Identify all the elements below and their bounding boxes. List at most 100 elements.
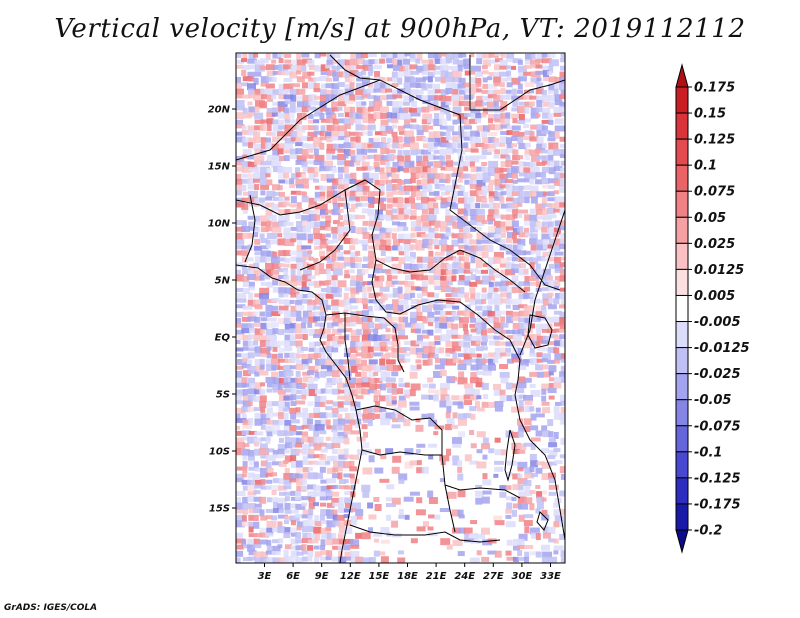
field-cell [283,250,292,257]
field-cell [380,353,390,360]
field-cell [524,118,531,123]
lon-tick-label: 12E [340,571,361,582]
field-cell [506,172,513,178]
field-cell [530,340,540,346]
field-cell [511,232,517,240]
field-cell [541,556,549,563]
field-cell [331,311,340,319]
field-cell [481,443,491,450]
field-cell [512,149,519,156]
field-cell [278,58,284,64]
field-cell [302,460,313,465]
field-cell [313,353,322,359]
field-cell [271,131,277,136]
field-cell [392,245,400,251]
field-cell [337,382,345,389]
field-cell [368,299,378,304]
field-cell [428,347,435,355]
field-cell [386,112,392,119]
field-cell [488,209,499,217]
field-cell [481,89,490,94]
field-cell [529,293,537,298]
field-cell [260,454,269,459]
field-cell [241,203,249,211]
field-cell [361,377,371,385]
field-cell [308,377,315,384]
field-cell [500,148,508,155]
field-cell [541,155,550,163]
field-cell [344,59,350,66]
field-cell [302,407,309,415]
field-cell [307,491,317,498]
field-cell [470,340,480,346]
field-cell [487,298,498,305]
field-cell [313,130,322,135]
field-cell [350,335,360,342]
field-cell [259,197,266,203]
field-cell [470,65,481,72]
field-cell [331,209,341,216]
field-cell [301,256,310,261]
field-cell [247,125,255,133]
field-cell [512,383,518,390]
field-cell [404,340,414,345]
field-cell [241,328,251,334]
field-cell [373,346,383,351]
field-cell [337,112,344,117]
field-cell [260,268,270,276]
field-cell [313,539,319,544]
field-cell [350,172,357,180]
field-cell [355,509,364,517]
border-line [375,249,526,293]
field-cell [512,130,520,137]
field-cell [277,514,288,519]
field-cell [344,316,351,323]
field-cell [518,232,529,238]
field-cell [260,82,267,87]
field-cell [469,353,480,358]
field-cell [553,316,561,324]
field-cell [307,131,318,138]
field-cell [398,299,409,305]
field-cell [427,142,438,150]
field-cell [283,485,292,490]
field-cell [277,317,288,324]
field-cell [253,533,263,538]
field-cell [535,148,543,154]
field-cell [289,334,296,342]
field-cell [259,448,270,456]
field-cell [319,280,330,286]
field-cell [427,329,434,336]
field-cell [463,269,473,274]
field-cell [500,203,509,209]
field-cell [295,557,303,563]
field-cell [290,287,300,295]
field-cell [541,509,548,516]
field-cell [410,274,419,280]
field-cell [380,323,388,329]
field-cell [266,353,272,359]
field-cell [302,364,310,370]
field-cell [433,394,440,402]
field-cell [422,143,432,149]
field-cell [284,467,290,475]
field-cell [236,304,246,309]
border-line [449,209,561,291]
border-line [444,484,456,533]
field-cell [446,125,455,132]
field-cell [356,377,364,385]
field-cell [548,250,557,257]
field-cell [427,161,434,167]
field-cell [385,149,396,154]
field-cell [530,166,540,173]
field-cell [494,460,505,465]
field-cell [302,178,309,185]
field-cell [409,95,415,103]
field-cell [307,59,315,67]
field-cell [385,125,394,133]
field-cell [236,323,242,328]
field-cell [362,340,371,348]
field-cell [325,406,333,411]
field-cell [272,221,280,228]
field-cell [548,365,557,373]
